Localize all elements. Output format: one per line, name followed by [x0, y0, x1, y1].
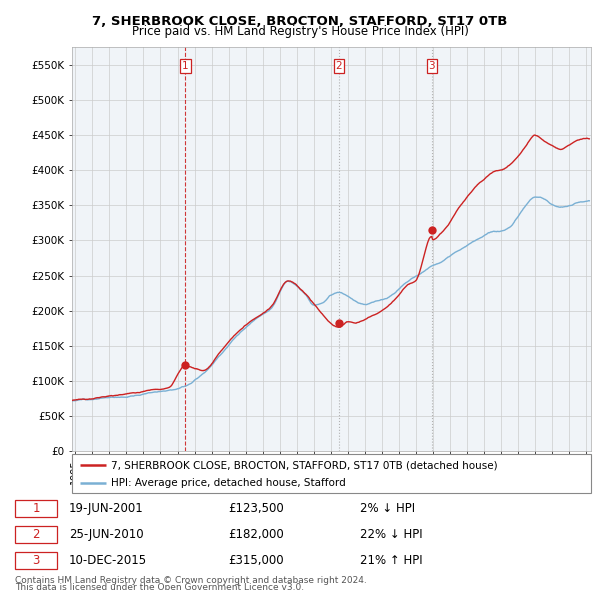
- Text: 7, SHERBROOK CLOSE, BROCTON, STAFFORD, ST17 0TB: 7, SHERBROOK CLOSE, BROCTON, STAFFORD, S…: [92, 15, 508, 28]
- Text: Price paid vs. HM Land Registry's House Price Index (HPI): Price paid vs. HM Land Registry's House …: [131, 25, 469, 38]
- FancyBboxPatch shape: [15, 552, 57, 569]
- Text: 3: 3: [32, 554, 40, 567]
- Text: 1: 1: [32, 502, 40, 515]
- Text: 19-JUN-2001: 19-JUN-2001: [69, 502, 144, 515]
- Text: 2% ↓ HPI: 2% ↓ HPI: [360, 502, 415, 515]
- Text: Contains HM Land Registry data © Crown copyright and database right 2024.: Contains HM Land Registry data © Crown c…: [15, 576, 367, 585]
- Text: £123,500: £123,500: [228, 502, 284, 515]
- FancyBboxPatch shape: [15, 526, 57, 543]
- Text: 10-DEC-2015: 10-DEC-2015: [69, 554, 147, 567]
- Text: £182,000: £182,000: [228, 528, 284, 541]
- Text: 2: 2: [32, 528, 40, 541]
- Text: 1: 1: [182, 61, 189, 71]
- FancyBboxPatch shape: [72, 454, 591, 493]
- Text: This data is licensed under the Open Government Licence v3.0.: This data is licensed under the Open Gov…: [15, 583, 304, 590]
- Text: 22% ↓ HPI: 22% ↓ HPI: [360, 528, 422, 541]
- Text: £315,000: £315,000: [228, 554, 284, 567]
- Text: 3: 3: [428, 61, 435, 71]
- FancyBboxPatch shape: [15, 500, 57, 517]
- Text: 2: 2: [335, 61, 342, 71]
- Text: 7, SHERBROOK CLOSE, BROCTON, STAFFORD, ST17 0TB (detached house): 7, SHERBROOK CLOSE, BROCTON, STAFFORD, S…: [111, 460, 497, 470]
- Text: 21% ↑ HPI: 21% ↑ HPI: [360, 554, 422, 567]
- Text: HPI: Average price, detached house, Stafford: HPI: Average price, detached house, Staf…: [111, 478, 346, 488]
- Text: 25-JUN-2010: 25-JUN-2010: [69, 528, 143, 541]
